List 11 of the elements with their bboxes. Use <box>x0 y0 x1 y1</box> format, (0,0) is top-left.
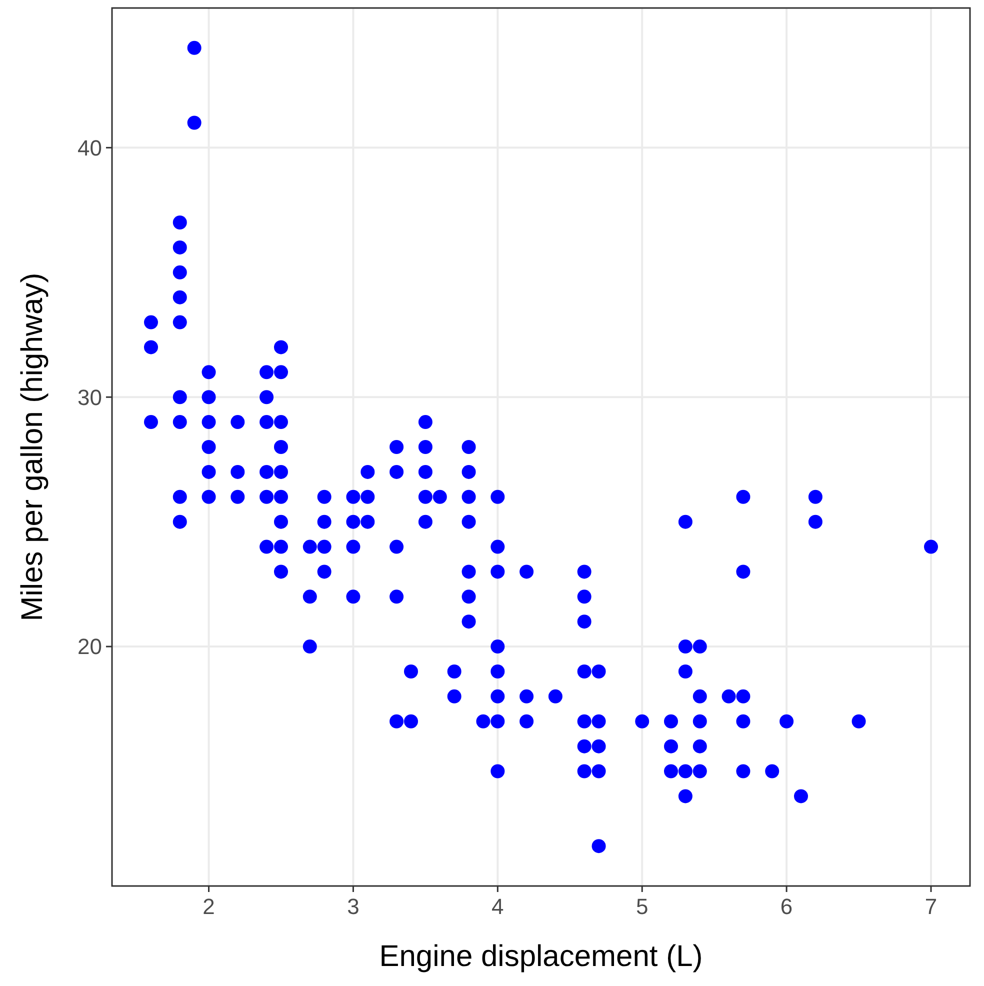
x-tick-label: 6 <box>780 894 793 919</box>
y-tick-label: 30 <box>78 384 102 410</box>
y-tick-label: 40 <box>78 135 102 160</box>
x-axis-title: Engine displacement (L) <box>379 940 703 973</box>
y-tick-label: 20 <box>78 634 102 660</box>
y-axis-title: Miles per gallon (highway) <box>16 272 49 622</box>
x-tick-label: 5 <box>636 894 648 919</box>
x-tick-label: 7 <box>924 894 938 919</box>
x-tick-label: 2 <box>202 894 215 919</box>
x-tick-label: 4 <box>492 894 504 919</box>
x-tick-label: 3 <box>347 894 360 919</box>
